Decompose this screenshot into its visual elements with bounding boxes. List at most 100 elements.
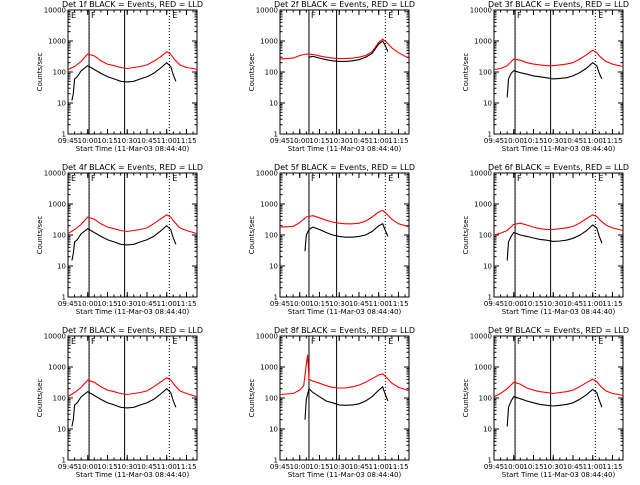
events-series-line xyxy=(304,385,389,420)
x-tick-label: 09:45 xyxy=(484,463,504,471)
x-tick-label: 11:15 xyxy=(602,137,622,145)
event-flag: F xyxy=(91,11,96,20)
y-tick-label: 1 xyxy=(488,457,492,465)
y-tick-label: 10 xyxy=(57,426,66,434)
x-tick-label: 10:45 xyxy=(137,300,157,308)
x-tick-label: 10:45 xyxy=(563,463,583,471)
lld-series-line xyxy=(67,377,198,398)
panel-5: Det 5f BLACK = Events, RED = LLD 1 10 100 10… xyxy=(248,163,415,316)
panel-9: Det 9f BLACK = Events, RED = LLD 1 10 100 10… xyxy=(462,326,629,479)
events-series-line xyxy=(506,224,603,261)
x-tick-label: 09:45 xyxy=(58,137,78,145)
events-series-line xyxy=(71,224,177,261)
plot-frame xyxy=(279,172,410,298)
x-tick-label: 11:00 xyxy=(369,137,389,145)
y-tick-label: 1 xyxy=(488,294,492,302)
plot-frame xyxy=(67,9,198,135)
x-tick-label: 11:15 xyxy=(176,300,196,308)
x-tick-label: 11:00 xyxy=(157,137,177,145)
panel-2: Det 2f BLACK = Events, RED = LLD 1 10 100 10… xyxy=(248,0,415,153)
y-tick-label: 10 xyxy=(57,263,66,271)
y-axis-label: Counts/sec xyxy=(248,53,256,92)
panel-8: Det 8f BLACK = Events, RED = LLD 1 10 100 10… xyxy=(248,326,415,479)
event-flag: F xyxy=(517,337,522,346)
y-tick-label: 1 xyxy=(62,457,66,465)
y-tick-label: 10000 xyxy=(44,7,66,15)
x-tick-label: 11:15 xyxy=(388,300,408,308)
panel-title: Det 2f BLACK = Events, RED = LLD xyxy=(274,0,415,9)
x-tick-label: 10:15 xyxy=(97,137,117,145)
y-tick-label: 1000 xyxy=(48,364,66,372)
x-tick-label: 11:15 xyxy=(602,300,622,308)
x-axis-label: Start Time (11-Mar-03 08:44:40) xyxy=(502,145,616,153)
x-tick-label: 10:45 xyxy=(349,300,369,308)
y-tick-label: 100 xyxy=(265,69,278,77)
y-tick-label: 1000 xyxy=(474,38,492,46)
events-series-line xyxy=(71,387,177,427)
x-tick-label: 11:00 xyxy=(157,463,177,471)
panel-title: Det 3f BLACK = Events, RED = LLD xyxy=(488,0,629,9)
event-flag: F xyxy=(311,337,316,346)
panel-4: Det 4f BLACK = Events, RED = LLD 1 10 100 10… xyxy=(36,163,203,316)
x-tick-label: 09:45 xyxy=(58,300,78,308)
x-tick-label: 10:30 xyxy=(543,300,563,308)
x-axis-label: Start Time (11-Mar-03 08:44:40) xyxy=(502,471,616,479)
event-flag: E xyxy=(172,337,177,346)
y-tick-label: 10000 xyxy=(470,7,492,15)
x-tick-label: 10:30 xyxy=(117,463,137,471)
y-axis-label: Counts/sec xyxy=(462,216,470,255)
y-tick-label: 10000 xyxy=(470,333,492,341)
x-tick-label: 09:45 xyxy=(270,463,290,471)
plot-frame xyxy=(279,335,410,461)
x-tick-label: 10:00 xyxy=(290,137,310,145)
panel-title: Det 6f BLACK = Events, RED = LLD xyxy=(488,163,629,172)
y-tick-label: 10 xyxy=(269,263,278,271)
y-tick-label: 100 xyxy=(479,69,492,77)
y-tick-label: 10 xyxy=(57,100,66,108)
y-axis-label: Counts/sec xyxy=(462,53,470,92)
plot-frame xyxy=(67,335,198,461)
y-tick-label: 1000 xyxy=(260,201,278,209)
event-flag: F xyxy=(91,174,96,183)
x-tick-label: 10:00 xyxy=(78,137,98,145)
plot-frame xyxy=(493,172,624,298)
x-axis-label: Start Time (11-Mar-03 08:44:40) xyxy=(76,308,190,316)
event-flag: E xyxy=(388,337,393,346)
y-tick-label: 10 xyxy=(483,100,492,108)
y-tick-label: 100 xyxy=(265,232,278,240)
x-tick-label: 09:45 xyxy=(484,137,504,145)
y-tick-label: 1000 xyxy=(48,38,66,46)
lld-series-line xyxy=(493,378,624,398)
event-flag: F xyxy=(91,337,96,346)
x-tick-label: 11:00 xyxy=(369,300,389,308)
panel-title: Det 1f BLACK = Events, RED = LLD xyxy=(62,0,203,9)
y-axis-label: Counts/sec xyxy=(248,216,256,255)
y-tick-label: 1 xyxy=(488,131,492,139)
panel-title: Det 7f BLACK = Events, RED = LLD xyxy=(62,326,203,335)
x-tick-label: 11:15 xyxy=(602,463,622,471)
event-flag: F xyxy=(311,11,316,20)
y-tick-label: 1000 xyxy=(48,201,66,209)
y-tick-label: 10000 xyxy=(256,170,278,178)
event-flag: E xyxy=(388,174,393,183)
x-axis-label: Start Time (11-Mar-03 08:44:40) xyxy=(76,145,190,153)
y-tick-label: 1 xyxy=(274,294,278,302)
event-flag: E xyxy=(598,337,603,346)
x-tick-label: 11:15 xyxy=(176,463,196,471)
event-flag: F xyxy=(517,174,522,183)
x-axis-label: Start Time (11-Mar-03 08:44:40) xyxy=(76,471,190,479)
y-tick-label: 1000 xyxy=(474,364,492,372)
x-tick-label: 10:45 xyxy=(137,463,157,471)
x-tick-label: 10:15 xyxy=(523,137,543,145)
y-tick-label: 1 xyxy=(274,457,278,465)
y-tick-label: 100 xyxy=(265,395,278,403)
panel-title: Det 5f BLACK = Events, RED = LLD xyxy=(274,163,415,172)
y-axis-label: Counts/sec xyxy=(462,379,470,418)
x-tick-label: 10:15 xyxy=(309,300,329,308)
events-series-line xyxy=(71,61,177,101)
x-tick-label: 09:45 xyxy=(58,463,78,471)
x-tick-label: 11:00 xyxy=(369,463,389,471)
y-axis-label: Counts/sec xyxy=(36,379,44,418)
x-tick-label: 10:30 xyxy=(329,300,349,308)
